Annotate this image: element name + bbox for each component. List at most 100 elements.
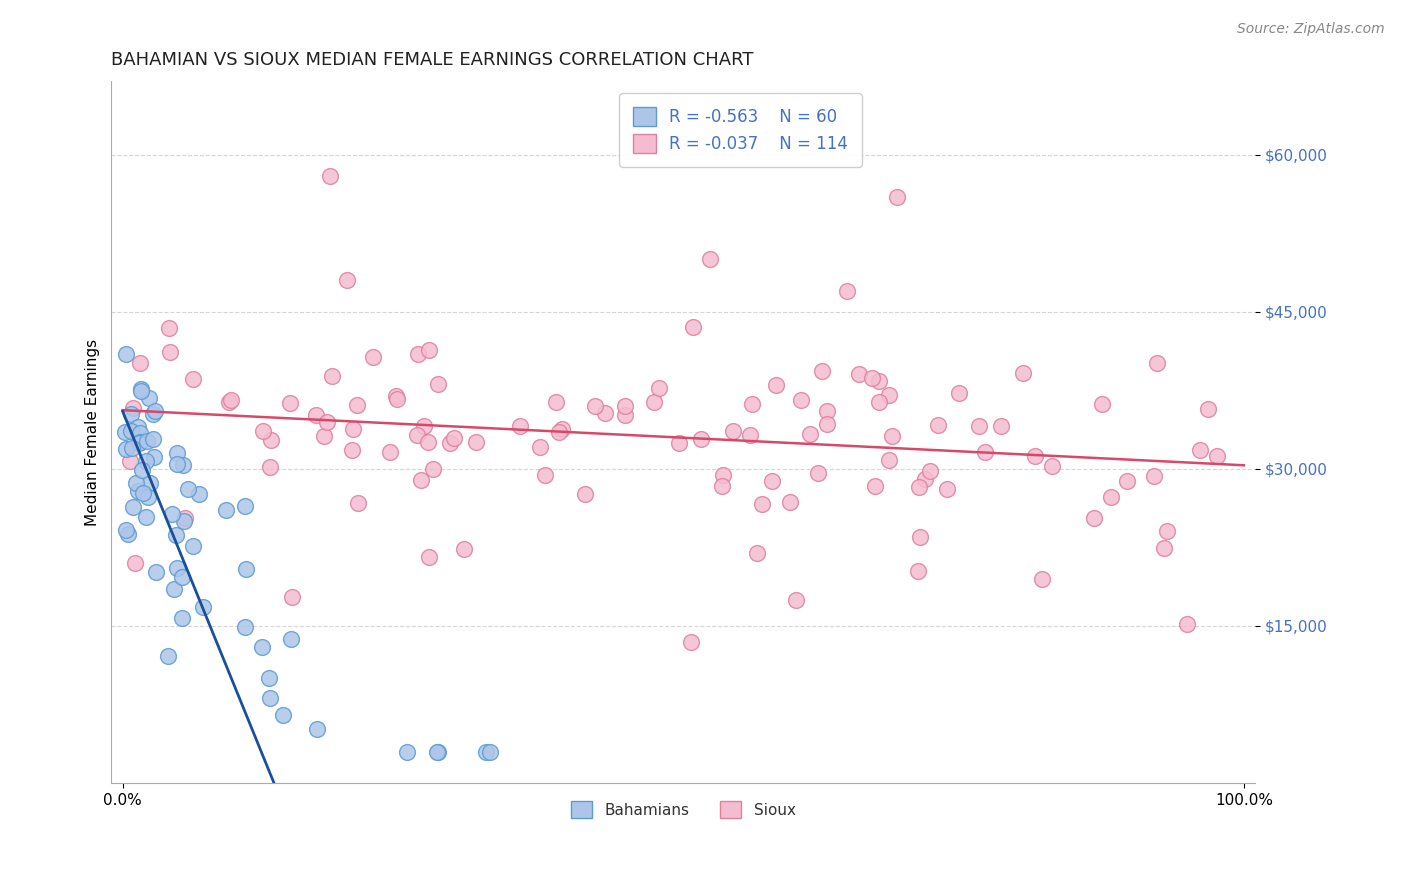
Point bbox=[145, 566, 167, 580]
Point bbox=[114, 425, 136, 439]
Point bbox=[848, 368, 870, 382]
Point bbox=[129, 384, 152, 399]
Y-axis label: Median Female Earnings: Median Female Earnings bbox=[86, 339, 100, 525]
Point bbox=[188, 487, 211, 501]
Point bbox=[122, 500, 145, 514]
Point bbox=[779, 494, 801, 508]
Point bbox=[948, 386, 970, 401]
Point bbox=[129, 434, 152, 449]
Point bbox=[396, 745, 419, 759]
Point bbox=[427, 376, 450, 391]
Point bbox=[143, 450, 166, 464]
Point bbox=[132, 486, 155, 500]
Point bbox=[882, 428, 904, 442]
Point bbox=[120, 408, 142, 422]
Point bbox=[259, 690, 281, 705]
Point bbox=[1083, 511, 1105, 525]
Text: Source: ZipAtlas.com: Source: ZipAtlas.com bbox=[1237, 22, 1385, 37]
Point bbox=[120, 424, 142, 438]
Point bbox=[761, 475, 783, 489]
Point bbox=[416, 434, 439, 449]
Point bbox=[340, 443, 363, 458]
Point bbox=[342, 422, 364, 436]
Point bbox=[927, 418, 949, 433]
Point bbox=[142, 407, 165, 421]
Point bbox=[1175, 617, 1198, 632]
Point bbox=[124, 556, 146, 570]
Point bbox=[785, 593, 807, 607]
Point bbox=[1040, 458, 1063, 473]
Point bbox=[908, 479, 931, 493]
Point bbox=[128, 356, 150, 370]
Point bbox=[877, 453, 900, 467]
Point bbox=[973, 445, 995, 459]
Legend: Bahamians, Sioux: Bahamians, Sioux bbox=[565, 795, 801, 824]
Point bbox=[406, 428, 429, 442]
Point bbox=[534, 468, 557, 483]
Point bbox=[259, 460, 281, 475]
Point bbox=[835, 284, 858, 298]
Point bbox=[907, 564, 929, 578]
Point bbox=[142, 432, 165, 446]
Point bbox=[799, 426, 821, 441]
Point bbox=[121, 401, 143, 415]
Point bbox=[409, 473, 432, 487]
Point bbox=[745, 546, 768, 560]
Point bbox=[170, 570, 193, 584]
Point bbox=[815, 417, 838, 431]
Point bbox=[257, 671, 280, 685]
Point bbox=[1206, 449, 1229, 463]
Point bbox=[193, 600, 215, 615]
Point bbox=[465, 434, 488, 449]
Point bbox=[738, 428, 761, 442]
Point bbox=[136, 434, 159, 448]
Point bbox=[120, 453, 142, 467]
Point bbox=[583, 399, 606, 413]
Point bbox=[478, 745, 501, 759]
Point bbox=[115, 347, 138, 361]
Point bbox=[117, 526, 139, 541]
Point bbox=[1143, 468, 1166, 483]
Point bbox=[121, 441, 143, 455]
Point bbox=[574, 487, 596, 501]
Point bbox=[711, 479, 734, 493]
Text: BAHAMIAN VS SIOUX MEDIAN FEMALE EARNINGS CORRELATION CHART: BAHAMIAN VS SIOUX MEDIAN FEMALE EARNINGS… bbox=[111, 51, 754, 69]
Point bbox=[218, 394, 240, 409]
Point bbox=[384, 389, 406, 403]
Point bbox=[453, 542, 475, 557]
Point bbox=[173, 514, 195, 528]
Point bbox=[115, 523, 138, 537]
Point bbox=[319, 169, 342, 183]
Point bbox=[280, 632, 302, 647]
Point bbox=[529, 440, 551, 454]
Point bbox=[128, 436, 150, 450]
Point bbox=[316, 415, 339, 429]
Point bbox=[613, 408, 636, 422]
Point bbox=[439, 436, 461, 450]
Point bbox=[136, 490, 159, 504]
Point bbox=[765, 378, 787, 392]
Point bbox=[862, 370, 884, 384]
Point bbox=[544, 395, 567, 409]
Point bbox=[1156, 524, 1178, 538]
Point bbox=[125, 475, 148, 490]
Point bbox=[863, 479, 886, 493]
Point bbox=[1012, 366, 1035, 380]
Point bbox=[418, 343, 440, 357]
Point bbox=[170, 611, 193, 625]
Point bbox=[131, 463, 153, 477]
Point bbox=[699, 252, 721, 267]
Point bbox=[127, 484, 149, 499]
Point bbox=[312, 429, 335, 443]
Point bbox=[129, 382, 152, 396]
Point bbox=[418, 549, 440, 564]
Point bbox=[115, 442, 138, 456]
Point bbox=[127, 420, 149, 434]
Point bbox=[751, 497, 773, 511]
Point bbox=[235, 620, 257, 634]
Point bbox=[868, 374, 890, 388]
Point bbox=[648, 381, 671, 395]
Point bbox=[321, 368, 343, 383]
Point bbox=[509, 419, 531, 434]
Point bbox=[139, 475, 162, 490]
